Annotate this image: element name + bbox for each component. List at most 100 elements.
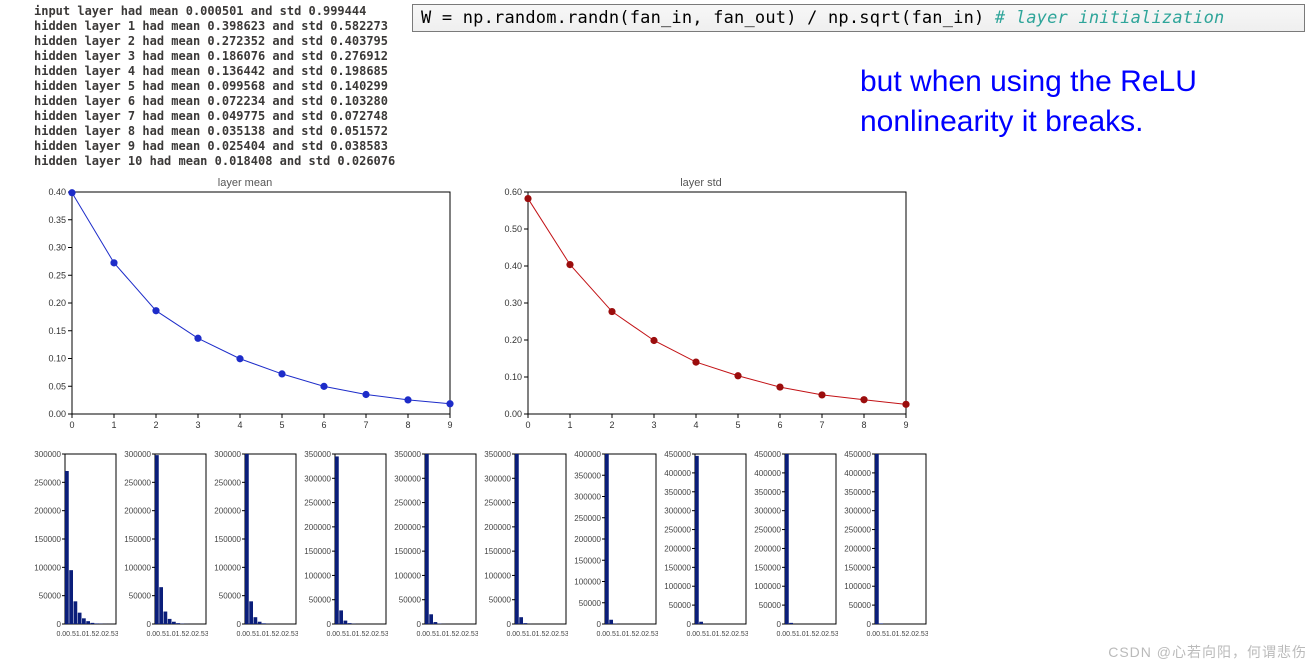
svg-text:100000: 100000	[124, 563, 151, 572]
svg-text:0.00.51.01.52.02.53.0: 0.00.51.01.52.02.53.0	[596, 631, 658, 638]
code-main: W = np.random.randn(fan_in, fan_out) / n…	[421, 8, 995, 28]
svg-text:0: 0	[237, 620, 242, 629]
svg-text:150000: 150000	[754, 563, 781, 572]
svg-text:100000: 100000	[844, 582, 871, 591]
svg-text:300000: 300000	[484, 474, 511, 483]
layer-stats-text: input layer had mean 0.000501 and std 0.…	[34, 4, 395, 169]
note-text: but when using the ReLU nonlinearity it …	[860, 62, 1290, 142]
histogram-panel: 0500001000001500002000002500003000003500…	[840, 450, 928, 638]
svg-text:0.00.51.01.52.02.53.0: 0.00.51.01.52.02.53.0	[326, 631, 388, 638]
chart-title: layer mean	[30, 177, 460, 189]
svg-text:200000: 200000	[484, 523, 511, 532]
histogram-row: 0 50000 100000 150000 200000 250000 300000 0.00…	[30, 450, 928, 638]
chart-title: layer std	[486, 177, 916, 189]
svg-text:200000: 200000	[34, 507, 61, 516]
svg-text:5: 5	[735, 420, 740, 430]
svg-text:50000: 50000	[309, 596, 332, 605]
svg-text:250000: 250000	[754, 526, 781, 535]
svg-text:200000: 200000	[304, 523, 331, 532]
svg-text:3: 3	[195, 420, 200, 430]
svg-text:350000: 350000	[754, 488, 781, 497]
svg-text:450000: 450000	[754, 450, 781, 459]
svg-text:150000: 150000	[34, 535, 61, 544]
svg-text:200000: 200000	[664, 544, 691, 553]
code-comment: # layer initialization	[995, 8, 1225, 28]
svg-text:150000: 150000	[664, 563, 691, 572]
svg-text:200000: 200000	[124, 507, 151, 516]
svg-text:250000: 250000	[394, 499, 421, 508]
svg-text:0.00.51.01.52.02.53.0: 0.00.51.01.52.02.53.0	[686, 631, 748, 638]
watermark-text: CSDN @心若向阳，何谓悲伤	[1108, 642, 1307, 662]
svg-text:350000: 350000	[574, 471, 601, 480]
svg-text:3: 3	[651, 420, 656, 430]
svg-text:350000: 350000	[484, 450, 511, 459]
svg-text:0: 0	[867, 620, 872, 629]
svg-text:150000: 150000	[214, 535, 241, 544]
svg-text:150000: 150000	[304, 547, 331, 556]
svg-text:300000: 300000	[214, 450, 241, 459]
histogram-panel: 0500001000001500002000002500003000000.00…	[210, 450, 298, 638]
stats-line: hidden layer 7 had mean 0.049775 and std…	[34, 109, 395, 124]
svg-text:0: 0	[597, 620, 602, 629]
histogram-panel: 0500001000001500002000002500003000003500…	[570, 450, 658, 638]
stats-line: hidden layer 4 had mean 0.136442 and std…	[34, 64, 395, 79]
svg-text:150000: 150000	[574, 556, 601, 565]
stats-line: hidden layer 3 had mean 0.186076 and std…	[34, 49, 395, 64]
svg-text:50000: 50000	[669, 601, 692, 610]
svg-text:300000: 300000	[124, 450, 151, 459]
svg-text:0.30: 0.30	[504, 298, 522, 308]
stats-line: hidden layer 6 had mean 0.072234 and std…	[34, 94, 395, 109]
svg-text:50000: 50000	[759, 601, 782, 610]
stats-line: hidden layer 9 had mean 0.025404 and std…	[34, 139, 395, 154]
svg-text:9: 9	[903, 420, 908, 430]
histogram-panel: 0500001000001500002000002500003000003500…	[390, 450, 478, 638]
svg-text:300000: 300000	[34, 450, 61, 459]
svg-text:4: 4	[237, 420, 242, 430]
svg-text:100000: 100000	[394, 571, 421, 580]
svg-text:250000: 250000	[214, 478, 241, 487]
svg-text:0.40: 0.40	[504, 261, 522, 271]
svg-text:6: 6	[321, 420, 326, 430]
svg-text:1: 1	[567, 420, 572, 430]
svg-text:0.00.51.01.52.02.53.0: 0.00.51.01.52.02.53.0	[866, 631, 928, 638]
svg-text:50000: 50000	[849, 601, 872, 610]
svg-text:0.00.51.01.52.02.53.0: 0.00.51.01.52.02.53.0	[416, 631, 478, 638]
svg-text:4: 4	[693, 420, 698, 430]
chart-layer-mean: layer mean 0.000.050.100.150.200.250.300…	[30, 178, 460, 436]
svg-text:0.20: 0.20	[504, 335, 522, 345]
svg-text:250000: 250000	[304, 499, 331, 508]
stats-line: hidden layer 8 had mean 0.035138 and std…	[34, 124, 395, 139]
svg-text:100000: 100000	[664, 582, 691, 591]
svg-text:100000: 100000	[484, 571, 511, 580]
svg-text:0: 0	[687, 620, 692, 629]
svg-text:50000: 50000	[579, 599, 602, 608]
svg-text:250000: 250000	[124, 478, 151, 487]
svg-text:400000: 400000	[754, 469, 781, 478]
svg-text:2: 2	[609, 420, 614, 430]
svg-text:150000: 150000	[394, 547, 421, 556]
svg-text:0: 0	[417, 620, 422, 629]
svg-text:6: 6	[777, 420, 782, 430]
svg-text:0: 0	[507, 620, 512, 629]
svg-text:100000: 100000	[214, 563, 241, 572]
svg-text:200000: 200000	[754, 544, 781, 553]
note-line-1: but when using the ReLU	[860, 62, 1290, 102]
histogram-panel: 0500001000001500002000002500003000003500…	[660, 450, 748, 638]
svg-text:0.15: 0.15	[48, 326, 66, 336]
svg-text:400000: 400000	[664, 469, 691, 478]
svg-text:50000: 50000	[489, 596, 512, 605]
svg-text:450000: 450000	[844, 450, 871, 459]
svg-text:150000: 150000	[844, 563, 871, 572]
svg-text:0: 0	[147, 620, 152, 629]
svg-text:50000: 50000	[219, 592, 242, 601]
svg-text:250000: 250000	[484, 499, 511, 508]
svg-text:250000: 250000	[574, 514, 601, 523]
svg-text:300000: 300000	[394, 474, 421, 483]
svg-text:0: 0	[327, 620, 332, 629]
histogram-panel: 0500001000001500002000002500003000000.00…	[30, 450, 118, 638]
code-line: W = np.random.randn(fan_in, fan_out) / n…	[412, 4, 1305, 32]
svg-text:0.30: 0.30	[48, 243, 66, 253]
svg-text:0.00: 0.00	[504, 409, 522, 419]
svg-text:200000: 200000	[394, 523, 421, 532]
svg-text:100000: 100000	[574, 578, 601, 587]
